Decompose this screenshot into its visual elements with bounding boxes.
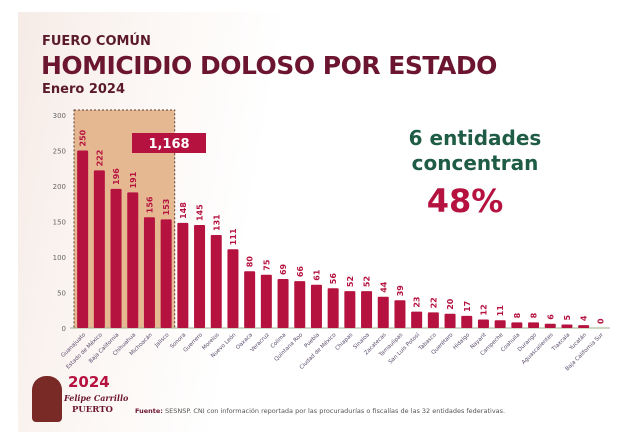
bar-13 — [294, 281, 306, 328]
bar-14 — [310, 284, 322, 328]
bar-25 — [494, 320, 506, 328]
bar-11 — [260, 274, 272, 328]
data-label: 17 — [463, 301, 472, 312]
data-label: 39 — [396, 285, 405, 297]
logo-year: 2024 — [68, 373, 110, 391]
bar-21 — [427, 312, 439, 328]
bar-30 — [578, 325, 590, 328]
bar-2 — [110, 188, 122, 328]
bar-26 — [511, 322, 523, 328]
callout-line1: 6 entidades — [408, 126, 542, 150]
bar-22 — [444, 313, 456, 328]
total-badge — [132, 133, 206, 153]
bar-23 — [461, 315, 473, 328]
bar-8 — [210, 234, 222, 328]
bar-28 — [544, 323, 556, 328]
data-label: 80 — [246, 256, 255, 268]
bar-16 — [344, 291, 356, 328]
data-label: 11 — [496, 305, 505, 317]
bar-24 — [477, 319, 489, 328]
bar-12 — [277, 279, 289, 328]
bar-10 — [244, 271, 256, 328]
bar-27 — [528, 322, 540, 328]
bar-0 — [77, 150, 89, 328]
category-label: Jalisco — [153, 332, 171, 350]
bar-1 — [93, 170, 105, 328]
data-label: 131 — [212, 214, 221, 231]
data-label: 5 — [563, 314, 572, 320]
data-label: 56 — [329, 273, 338, 285]
bar-20 — [411, 311, 423, 328]
logo-surname: PUERTO — [72, 405, 113, 415]
category-label: Chiapas — [334, 332, 354, 352]
bar-6 — [177, 222, 189, 328]
bar-29 — [561, 324, 573, 328]
data-label: 191 — [129, 171, 138, 188]
callout-line2: concentran — [411, 151, 539, 175]
data-label: 156 — [145, 196, 154, 213]
bar-5 — [160, 219, 172, 328]
data-label: 66 — [296, 266, 305, 278]
bar-7 — [194, 225, 206, 328]
data-label: 52 — [363, 276, 372, 287]
data-label: 8 — [530, 312, 539, 318]
kicker: FUERO COMÚN — [42, 34, 151, 49]
data-label: 145 — [196, 204, 205, 221]
data-label: 22 — [429, 297, 438, 308]
data-label: 61 — [312, 269, 321, 281]
source-text: SESNSP. CNI con información reportada po… — [164, 407, 506, 415]
logo-name: Felipe Carrillo — [64, 393, 129, 403]
data-label: 222 — [95, 150, 104, 167]
chart-title: HOMICIDIO DOLOSO POR ESTADO — [41, 51, 497, 80]
bar-19 — [394, 300, 406, 328]
bar-18 — [377, 296, 389, 328]
category-label: Hidalgo — [452, 332, 471, 351]
data-label: 44 — [379, 281, 388, 293]
logo-2024-felipe-carrillo-puerto: 2024 Felipe Carrillo PUERTO — [30, 374, 130, 426]
data-label: 111 — [229, 228, 238, 245]
y-tick-label: 50 — [57, 290, 66, 298]
portrait-image — [32, 376, 62, 422]
bar-9 — [227, 249, 239, 328]
data-label: 148 — [179, 202, 188, 219]
y-tick-label: 0 — [62, 325, 66, 333]
data-label: 4 — [580, 315, 589, 321]
y-tick-label: 250 — [53, 148, 66, 156]
data-label: 20 — [446, 298, 455, 310]
data-label: 0 — [596, 318, 605, 324]
y-tick-label: 300 — [53, 112, 66, 120]
data-label: 8 — [513, 312, 522, 318]
data-label: 23 — [413, 297, 422, 308]
category-label: Aguascalientes — [521, 332, 555, 366]
data-label: 12 — [479, 304, 488, 315]
data-label: 52 — [346, 276, 355, 287]
y-tick-label: 100 — [53, 254, 66, 262]
data-label: 75 — [262, 259, 271, 271]
data-label: 153 — [162, 199, 171, 216]
bar-3 — [127, 192, 139, 328]
source-label: Fuente: — [135, 407, 163, 415]
data-label: 250 — [79, 129, 88, 146]
y-tick-label: 150 — [53, 219, 66, 227]
callout-percent: 48% — [426, 182, 504, 220]
bar-15 — [327, 288, 339, 328]
data-label: 69 — [279, 263, 288, 275]
data-label: 196 — [112, 168, 121, 185]
source-note: Fuente: SESNSP. CNI con información repo… — [135, 407, 505, 415]
bar-4 — [143, 217, 155, 328]
chart-subtitle: Enero 2024 — [42, 82, 126, 97]
data-label: 6 — [546, 314, 555, 320]
y-tick-label: 200 — [53, 183, 66, 191]
total-badge-value: 1,168 — [148, 137, 189, 152]
callout-text: 6 entidades concentran — [380, 126, 570, 176]
bar-17 — [361, 291, 373, 328]
